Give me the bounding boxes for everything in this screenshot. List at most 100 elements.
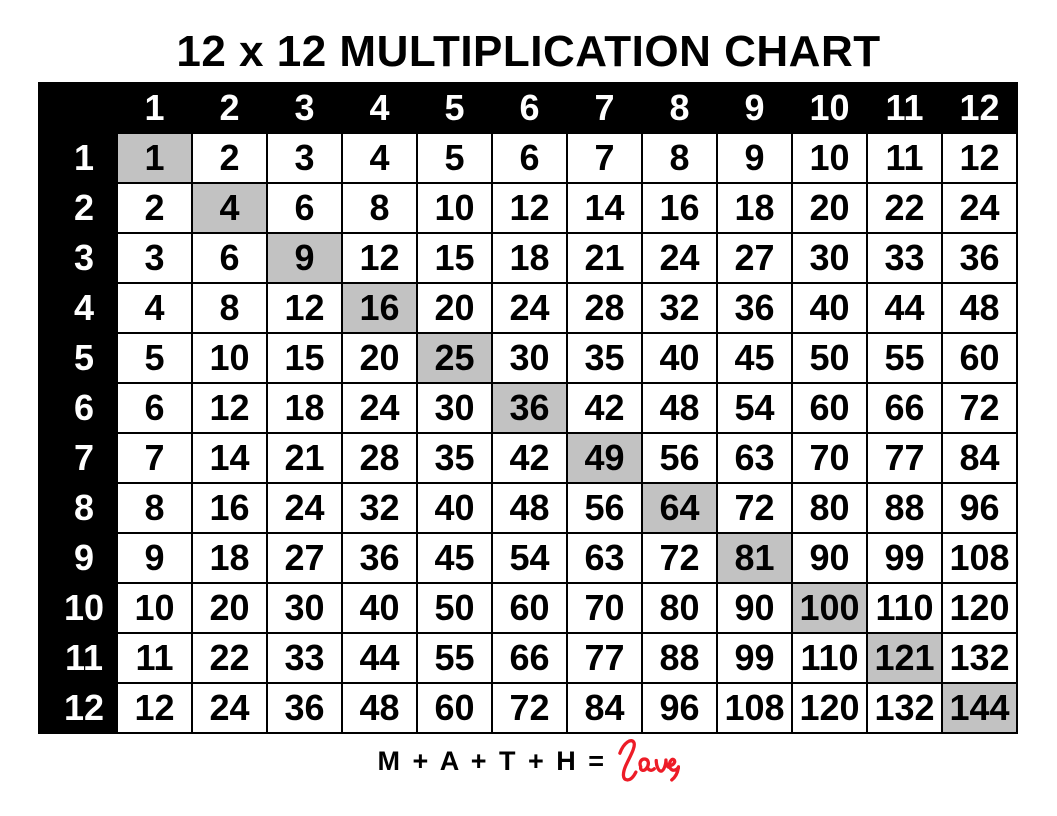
product-cell: 100 [793,584,866,632]
corner-cell [40,84,116,132]
product-cell: 120 [793,684,866,732]
product-cell: 24 [343,384,416,432]
product-cell: 27 [718,234,791,282]
column-header: 1 [118,84,191,132]
row-header: 7 [40,434,116,482]
row-header: 12 [40,684,116,732]
product-cell: 88 [643,634,716,682]
product-cell: 72 [943,384,1016,432]
product-cell: 48 [493,484,566,532]
product-cell: 90 [793,534,866,582]
product-cell: 2 [193,134,266,182]
column-header: 9 [718,84,791,132]
product-cell: 56 [568,484,641,532]
product-cell: 60 [943,334,1016,382]
column-header: 3 [268,84,341,132]
product-cell: 110 [793,634,866,682]
product-cell: 44 [868,284,941,332]
product-cell: 14 [568,184,641,232]
product-cell: 16 [343,284,416,332]
product-cell: 28 [343,434,416,482]
product-cell: 15 [418,234,491,282]
product-cell: 48 [943,284,1016,332]
column-header: 2 [193,84,266,132]
product-cell: 18 [268,384,341,432]
column-header: 12 [943,84,1016,132]
product-cell: 12 [493,184,566,232]
row-header: 9 [40,534,116,582]
product-cell: 64 [643,484,716,532]
product-cell: 12 [118,684,191,732]
product-cell: 21 [568,234,641,282]
product-cell: 90 [718,584,791,632]
product-cell: 24 [943,184,1016,232]
product-cell: 144 [943,684,1016,732]
product-cell: 8 [118,484,191,532]
product-cell: 1 [118,134,191,182]
product-cell: 49 [568,434,641,482]
product-cell: 6 [268,184,341,232]
product-cell: 80 [643,584,716,632]
product-cell: 60 [793,384,866,432]
product-cell: 21 [268,434,341,482]
product-cell: 6 [118,384,191,432]
product-cell: 33 [268,634,341,682]
row-header: 5 [40,334,116,382]
product-cell: 36 [268,684,341,732]
product-cell: 12 [943,134,1016,182]
product-cell: 11 [868,134,941,182]
row-header: 2 [40,184,116,232]
product-cell: 22 [193,634,266,682]
product-cell: 42 [493,434,566,482]
product-cell: 9 [118,534,191,582]
product-cell: 48 [343,684,416,732]
product-cell: 7 [568,134,641,182]
row-header: 6 [40,384,116,432]
product-cell: 99 [868,534,941,582]
product-cell: 6 [193,234,266,282]
product-cell: 55 [868,334,941,382]
product-cell: 96 [943,484,1016,532]
product-cell: 3 [118,234,191,282]
product-cell: 56 [643,434,716,482]
product-cell: 18 [493,234,566,282]
product-cell: 36 [943,234,1016,282]
product-cell: 32 [343,484,416,532]
product-cell: 50 [418,584,491,632]
product-cell: 30 [268,584,341,632]
product-cell: 2 [118,184,191,232]
product-cell: 132 [868,684,941,732]
product-cell: 20 [793,184,866,232]
product-cell: 35 [418,434,491,482]
product-cell: 36 [493,384,566,432]
product-cell: 28 [568,284,641,332]
footer: M + A + T + H = love [0,735,1057,787]
product-cell: 8 [343,184,416,232]
product-cell: 42 [568,384,641,432]
product-cell: 121 [868,634,941,682]
product-cell: 77 [568,634,641,682]
product-cell: 22 [868,184,941,232]
product-cell: 88 [868,484,941,532]
product-cell: 24 [643,234,716,282]
product-cell: 108 [718,684,791,732]
product-cell: 12 [343,234,416,282]
product-cell: 12 [268,284,341,332]
product-cell: 84 [943,434,1016,482]
love-letter-o [637,757,650,772]
love-letter-e [667,757,680,782]
product-cell: 108 [943,534,1016,582]
product-cell: 16 [643,184,716,232]
column-header: 7 [568,84,641,132]
product-cell: 40 [793,284,866,332]
product-cell: 35 [568,334,641,382]
column-header: 11 [868,84,941,132]
product-cell: 30 [793,234,866,282]
product-cell: 120 [943,584,1016,632]
product-cell: 55 [418,634,491,682]
product-cell: 44 [343,634,416,682]
column-header: 10 [793,84,866,132]
product-cell: 40 [643,334,716,382]
product-cell: 10 [418,184,491,232]
row-header: 10 [40,584,116,632]
